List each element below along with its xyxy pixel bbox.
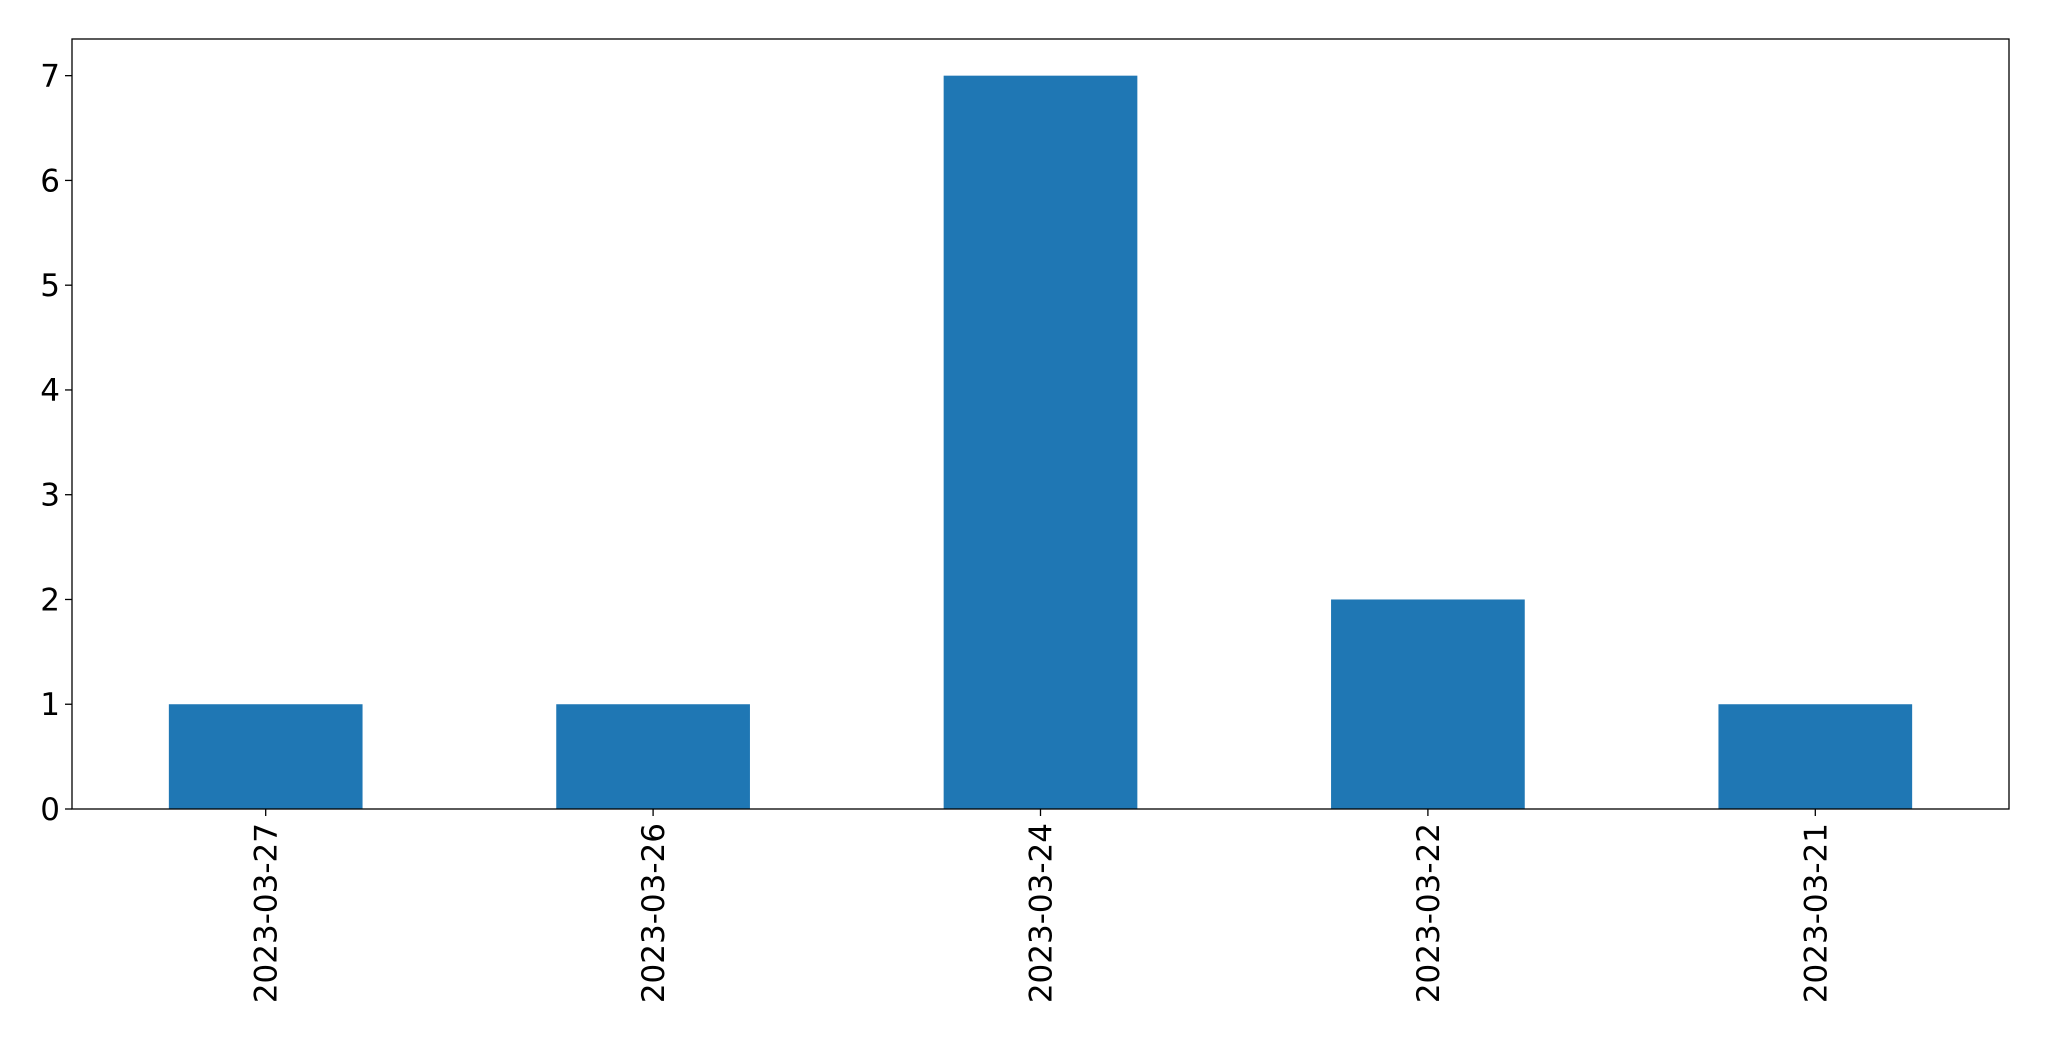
x-tick-label: 2023-03-22 bbox=[1411, 823, 1447, 1003]
x-tick-label: 2023-03-24 bbox=[1024, 823, 1060, 1003]
y-tick-label: 7 bbox=[40, 59, 60, 95]
bars-group bbox=[168, 75, 1913, 809]
y-tick-label: 5 bbox=[40, 268, 60, 304]
bar-2023-03-24 bbox=[943, 75, 1138, 809]
y-tick-label: 4 bbox=[40, 373, 60, 409]
bar-2023-03-21 bbox=[1718, 704, 1913, 809]
x-tick-label: 2023-03-21 bbox=[1798, 823, 1834, 1003]
x-tick-label: 2023-03-26 bbox=[636, 823, 672, 1003]
bar-2023-03-27 bbox=[168, 704, 363, 809]
bar-2023-03-22 bbox=[1331, 599, 1525, 809]
plot-frame bbox=[71, 38, 2010, 810]
y-tick-label: 1 bbox=[40, 687, 60, 723]
y-tick-label: 0 bbox=[40, 792, 60, 828]
y-axis-ticks: 0 1 2 3 4 5 6 7 bbox=[40, 59, 72, 828]
y-tick-label: 6 bbox=[40, 163, 60, 199]
y-tick-label: 2 bbox=[40, 582, 60, 618]
bar-2023-03-26 bbox=[556, 704, 750, 809]
x-axis-ticks: 2023-03-27 2023-03-26 2023-03-24 2023-03-22… bbox=[249, 809, 1834, 1003]
x-tick-label: 2023-03-27 bbox=[249, 823, 285, 1003]
y-tick-label: 3 bbox=[40, 478, 60, 514]
